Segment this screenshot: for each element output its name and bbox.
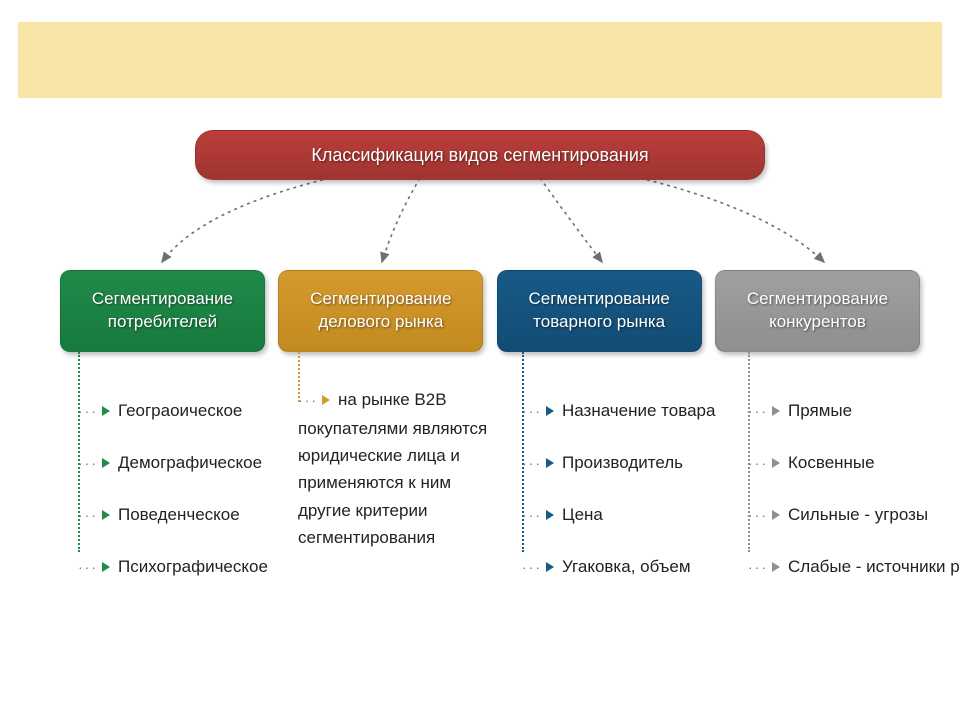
arrow-icon [102, 458, 110, 468]
arrow-icon [322, 395, 330, 405]
item-label: Демографическое [118, 453, 262, 473]
arrow-icon [772, 510, 780, 520]
lead-dots: ··· [78, 403, 98, 419]
item-label: Угаковка, объем [562, 557, 691, 577]
header-band [18, 22, 942, 98]
lead-dots: ··· [78, 507, 98, 523]
list-item: ··· Психографическое [78, 541, 298, 593]
b2b-description: покупателями являются юридические лица и… [298, 415, 498, 551]
b2b-lead-text: на рынке В2В [338, 386, 447, 413]
item-label: Прямые [788, 401, 852, 421]
lead-dots: ··· [522, 403, 542, 419]
lead-dots: ··· [522, 455, 542, 471]
items-column-consumers: ··· Геограоическое ··· Демографическое ··· По… [78, 385, 298, 593]
lead-dots: ··· [522, 559, 542, 575]
branch-line2: делового рынка [318, 311, 443, 334]
list-item: ··· Сильные - угрозы [748, 489, 960, 541]
lead-dots: ··· [522, 507, 542, 523]
list-item: ··· Угаковка, объем [522, 541, 742, 593]
lead-dots: ··· [748, 559, 768, 575]
arrow-icon [546, 458, 554, 468]
list-item: ··· Поведенческое [78, 489, 298, 541]
items-column-competitors: ··· Прямые ··· Косвенные ··· Сильные - угрозы… [748, 385, 960, 593]
item-label: Сильные - угрозы [788, 505, 928, 525]
arrow-icon [102, 562, 110, 572]
arrow-icon [772, 562, 780, 572]
list-item: ··· Цена [522, 489, 742, 541]
arrow-icon [102, 406, 110, 416]
list-item: ··· Производитель [522, 437, 742, 489]
b2b-lead-row: ··· на рынке В2В [298, 385, 498, 415]
branch-box-goods: Сегментирование товарного рынка [497, 270, 702, 352]
branch-row: Сегментирование потребителей Сегментиров… [0, 270, 960, 352]
b2b-rest-text: покупателями являются юридические лица и… [298, 419, 487, 547]
branch-box-competitors: Сегментирование конкурентов [715, 270, 920, 352]
branch-line1: Сегментирование [310, 288, 451, 311]
item-label: Производитель [562, 453, 683, 473]
arrow-icon [546, 510, 554, 520]
lead-dots: ··· [78, 455, 98, 471]
item-label: Слабые - источники роста [788, 557, 960, 577]
list-item: ··· Назначение товара [522, 385, 742, 437]
item-label: Геограоическое [118, 401, 242, 421]
arrow-icon [772, 458, 780, 468]
items-column-goods: ··· Назначение товара ··· Производитель ··· Ц… [522, 385, 742, 593]
diagram-container: Классификация видов сегментирования Сегм… [0, 130, 960, 720]
lead-dots: ··· [748, 403, 768, 419]
arrow-icon [546, 562, 554, 572]
list-item: ··· Геограоическое [78, 385, 298, 437]
item-label: Цена [562, 505, 603, 525]
branch-line2: товарного рынка [533, 311, 665, 334]
branch-line1: Сегментирование [747, 288, 888, 311]
item-label: Косвенные [788, 453, 875, 473]
list-item: ··· Демографическое [78, 437, 298, 489]
branch-line2: потребителей [108, 311, 217, 334]
lead-dots: ··· [748, 455, 768, 471]
list-item: ··· Слабые - источники роста [748, 541, 960, 593]
item-label: Психографическое [118, 557, 268, 577]
arrow-icon [772, 406, 780, 416]
lead-dots: ··· [748, 507, 768, 523]
lead-dots: ··· [78, 559, 98, 575]
branch-line1: Сегментирование [92, 288, 233, 311]
branch-line1: Сегментирование [529, 288, 670, 311]
item-label: Назначение товара [562, 401, 715, 421]
items-column-business: ··· на рынке В2В покупателями являются ю… [298, 385, 498, 551]
branch-box-consumers: Сегментирование потребителей [60, 270, 265, 352]
lead-dots: ··· [298, 389, 318, 411]
root-title: Классификация видов сегментирования [195, 130, 765, 180]
item-label: Поведенческое [118, 505, 240, 525]
list-item: ··· Прямые [748, 385, 960, 437]
root-title-text: Классификация видов сегментирования [311, 145, 648, 166]
arrow-icon [546, 406, 554, 416]
branch-box-business: Сегментирование делового рынка [278, 270, 483, 352]
branch-line2: конкурентов [769, 311, 866, 334]
list-item: ··· Косвенные [748, 437, 960, 489]
arrow-icon [102, 510, 110, 520]
